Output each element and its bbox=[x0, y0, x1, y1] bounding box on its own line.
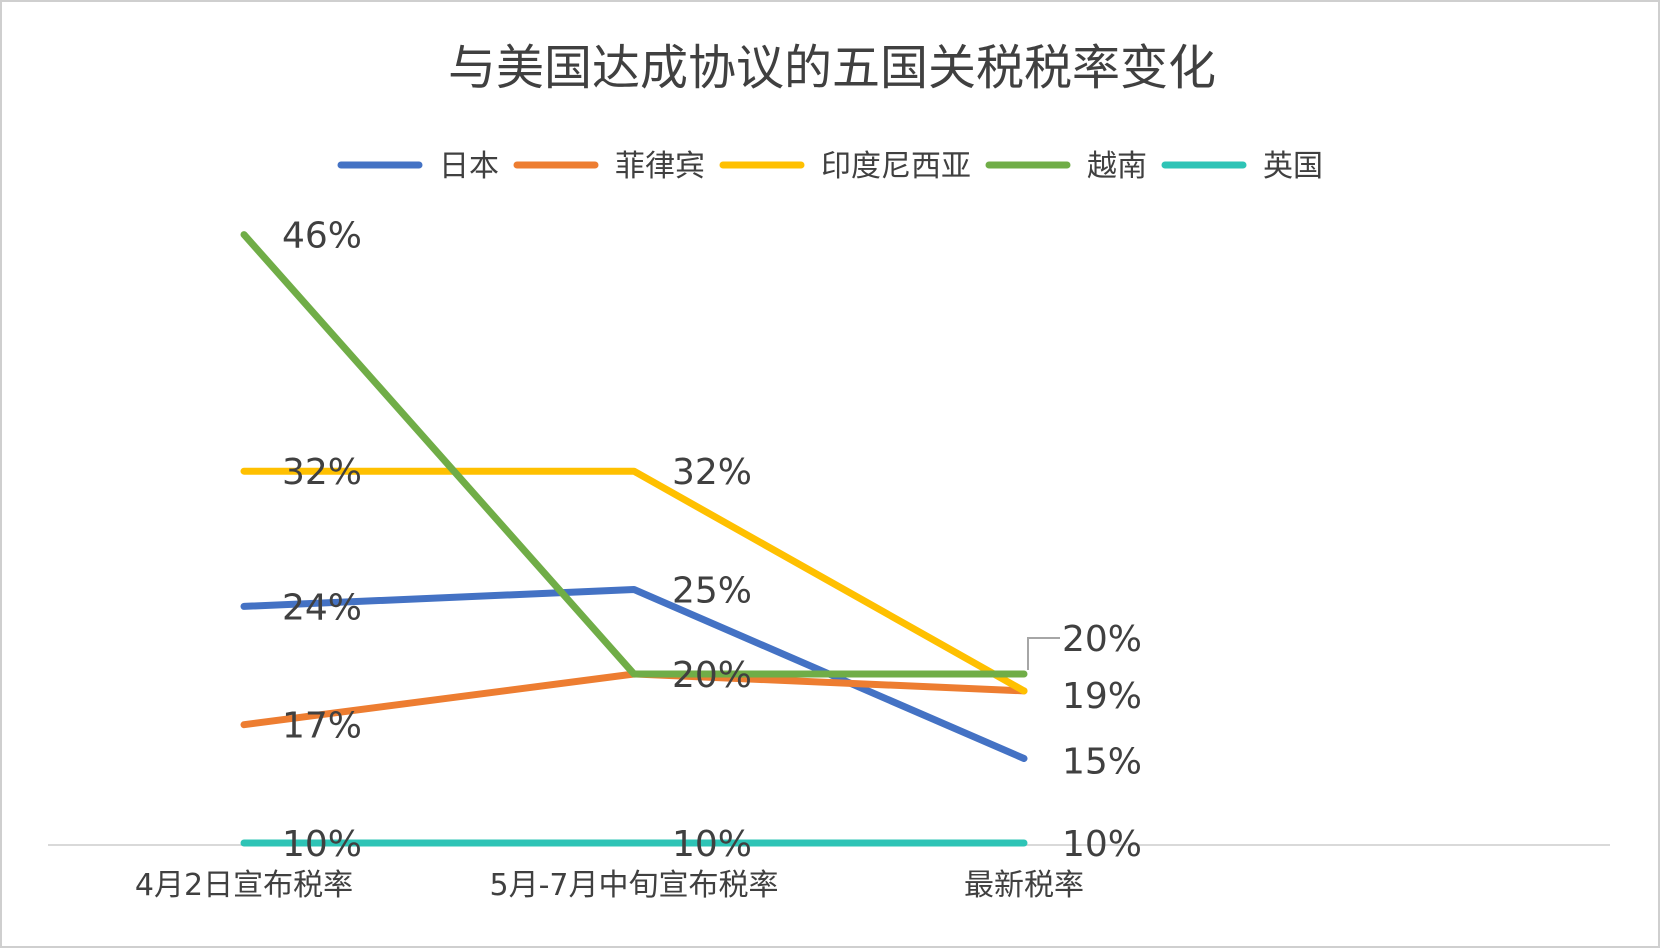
data-label-3-2: 20% bbox=[1062, 619, 1142, 660]
data-label-4-1: 10% bbox=[672, 824, 752, 865]
data-label-0-2: 15% bbox=[1062, 742, 1142, 783]
data-label-4-2: 10% bbox=[1062, 824, 1142, 865]
data-label-4-0: 10% bbox=[282, 824, 362, 865]
data-label-2-0: 32% bbox=[282, 452, 362, 493]
legend: 日本 菲律宾 印度尼西亚 越南 英国 bbox=[337, 149, 1323, 184]
series-lines bbox=[240, 231, 1028, 847]
chart-title: 与美国达成协议的五国关税税率变化 bbox=[448, 40, 1216, 96]
legend-label-3: 越南 bbox=[1087, 149, 1147, 184]
series-line-0 bbox=[240, 586, 1028, 762]
data-label-0-1: 25% bbox=[672, 571, 752, 612]
category-label-2: 最新税率 bbox=[964, 868, 1084, 903]
series-line-3 bbox=[240, 231, 1028, 678]
data-label-3-0: 46% bbox=[282, 216, 362, 257]
data-label-0-0: 24% bbox=[282, 587, 362, 628]
category-label-1: 5月-7月中旬宣布税率 bbox=[490, 868, 779, 903]
data-label-1-0: 17% bbox=[282, 706, 362, 747]
data-label-1-2: 19% bbox=[1062, 676, 1142, 717]
data-label-1-1: 20% bbox=[672, 655, 752, 696]
series-line-2 bbox=[240, 467, 1028, 695]
legend-label-0: 日本 bbox=[439, 149, 499, 184]
category-label-0: 4月2日宣布税率 bbox=[135, 868, 353, 903]
leader-line-3-2 bbox=[1027, 637, 1060, 670]
category-labels: 4月2日宣布税率 5月-7月中旬宣布税率 最新税率 bbox=[135, 868, 1084, 903]
legend-label-4: 英国 bbox=[1263, 149, 1323, 184]
legend-label-2: 印度尼西亚 bbox=[821, 149, 971, 184]
data-label-2-1: 32% bbox=[672, 452, 752, 493]
legend-label-1: 菲律宾 bbox=[615, 149, 705, 184]
data-labels: 24% 25% 15% 17% 20% 19% 32% 32% 46% 20% 10% 10% 10% bbox=[282, 216, 1142, 865]
